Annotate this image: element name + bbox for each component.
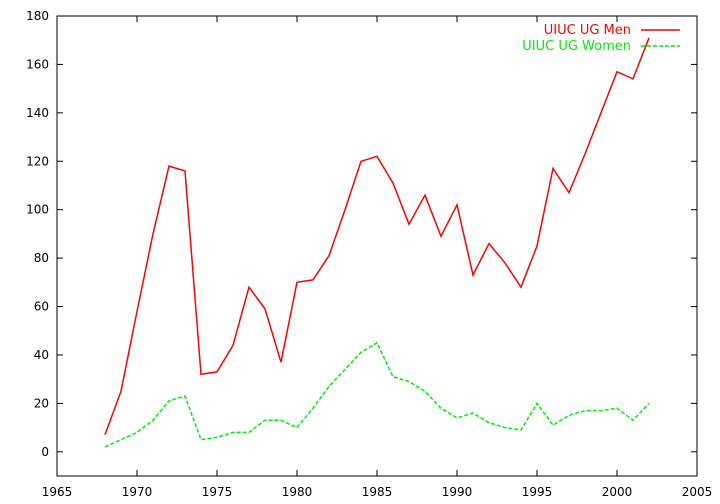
x-tick-label: 1965 [42, 485, 73, 499]
series-line-ug-men [104, 37, 650, 436]
y-tick-label: 0 [41, 445, 49, 459]
x-tick-label: 1970 [122, 485, 153, 499]
y-tick-label: 80 [34, 251, 49, 265]
x-tick-label: 1995 [522, 485, 553, 499]
y-tick-label: 120 [26, 154, 49, 168]
legend-label-ug-women: UIUC UG Women [522, 39, 631, 54]
series-group [104, 37, 650, 448]
x-tick-label: 1985 [362, 485, 393, 499]
x-tick-label: 2000 [602, 485, 633, 499]
y-tick-label: 20 [34, 396, 49, 410]
x-tick-label: 1990 [442, 485, 473, 499]
y-tick-label: 40 [34, 348, 49, 362]
y-tick-label: 60 [34, 300, 49, 314]
legend-label-ug-men: UIUC UG Men [544, 23, 631, 38]
series-line-ug-women [104, 341, 650, 448]
x-tick-label: 1975 [202, 485, 233, 499]
x-tick-label: 2005 [682, 485, 713, 499]
y-tick-label: 160 [26, 57, 49, 71]
y-tick-label: 180 [26, 9, 49, 23]
axes: 1965 1970 1975 1980 1985 1990 1995 2000 2005 0 20 4… [26, 9, 712, 499]
x-tick-label: 1980 [282, 485, 313, 499]
y-tick-label: 140 [26, 106, 49, 120]
y-tick-label: 100 [26, 203, 49, 217]
